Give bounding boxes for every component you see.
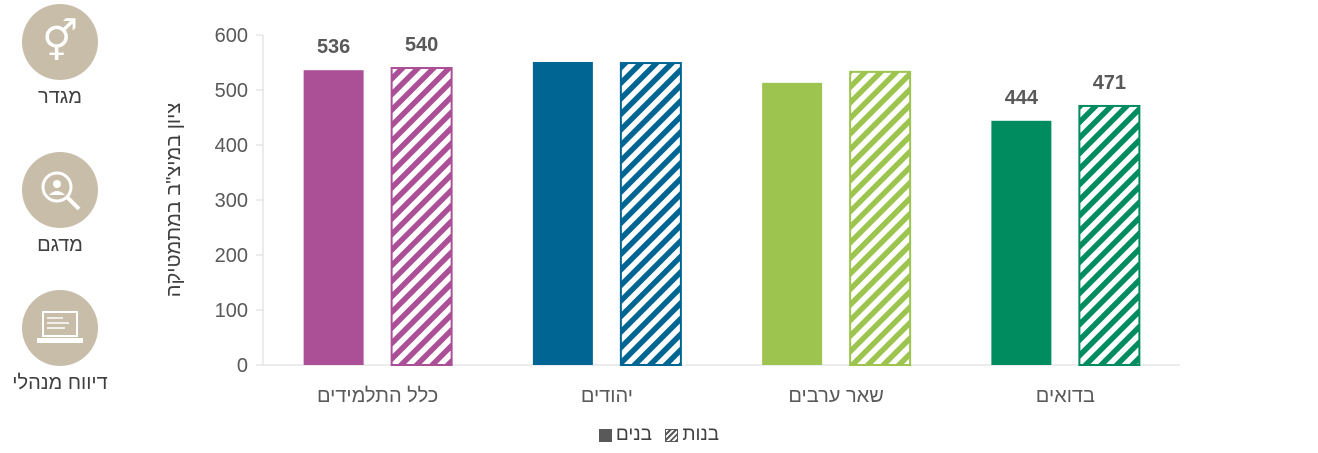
sidebar-item-label: מדגם [37, 234, 83, 256]
bar-jews-girls [619, 62, 682, 367]
y-tick-label: 400 [215, 135, 248, 157]
legend-item-boys: בנים [598, 424, 653, 446]
x-category-label: כלל התלמידים [317, 385, 438, 407]
sidebar-item-gender[interactable]: ⚥ מגדר [0, 4, 120, 109]
y-tick-label: 300 [215, 190, 248, 212]
bar-jews-boys [532, 61, 593, 365]
sidebar-item-sample[interactable]: מדגם [0, 152, 120, 257]
bar-all_students-girls [390, 67, 453, 366]
sidebar-item-admin-report[interactable]: דיווח מנהלי [0, 290, 120, 395]
bar-bedouins-girls [1078, 104, 1141, 366]
data-label: 536 [317, 36, 350, 58]
y-tick-label: 200 [215, 245, 248, 267]
legend-item-girls: בנות [665, 424, 719, 446]
bar-all_students-boys [303, 70, 364, 365]
bar-bedouins-boys [991, 120, 1052, 365]
y-tick-label: 100 [215, 300, 248, 322]
sidebar-item-label: דיווח מנהלי [12, 372, 108, 394]
gender-icon[interactable]: ⚥ [22, 4, 98, 80]
sidebar: ⚥ מגדר מדגם דיווח מנהלי [0, 0, 120, 453]
y-tick-label: 600 [215, 25, 248, 47]
solid-swatch-icon [598, 428, 612, 442]
legend-label-boys: בנים [615, 424, 653, 445]
data-label: 444 [1005, 87, 1039, 109]
laptop-report-icon[interactable] [22, 290, 98, 366]
bar-other_arabs-boys [762, 82, 823, 365]
x-category-label: שאר ערבים [788, 385, 883, 407]
legend: בנות בנים [0, 424, 1318, 446]
data-label: 540 [405, 34, 438, 56]
data-label: 471 [1093, 72, 1126, 94]
x-category-label: בדואים [1036, 385, 1095, 407]
y-tick-label: 0 [237, 355, 248, 377]
x-category-label: יהודים [581, 385, 633, 407]
y-tick-label: 500 [215, 80, 248, 102]
bar-chart: ציון במיצ"ב במתמטיקה 0 100 200 300 400 500 600… [163, 25, 1180, 407]
sample-magnifier-icon[interactable] [22, 152, 98, 228]
y-axis-label: ציון במיצ"ב במתמטיקה [163, 103, 185, 298]
bar-other_arabs-girls [849, 70, 912, 366]
legend-label-girls: בנות [682, 424, 720, 445]
sidebar-item-label: מגדר [38, 86, 82, 108]
hatched-swatch-icon [665, 428, 679, 442]
